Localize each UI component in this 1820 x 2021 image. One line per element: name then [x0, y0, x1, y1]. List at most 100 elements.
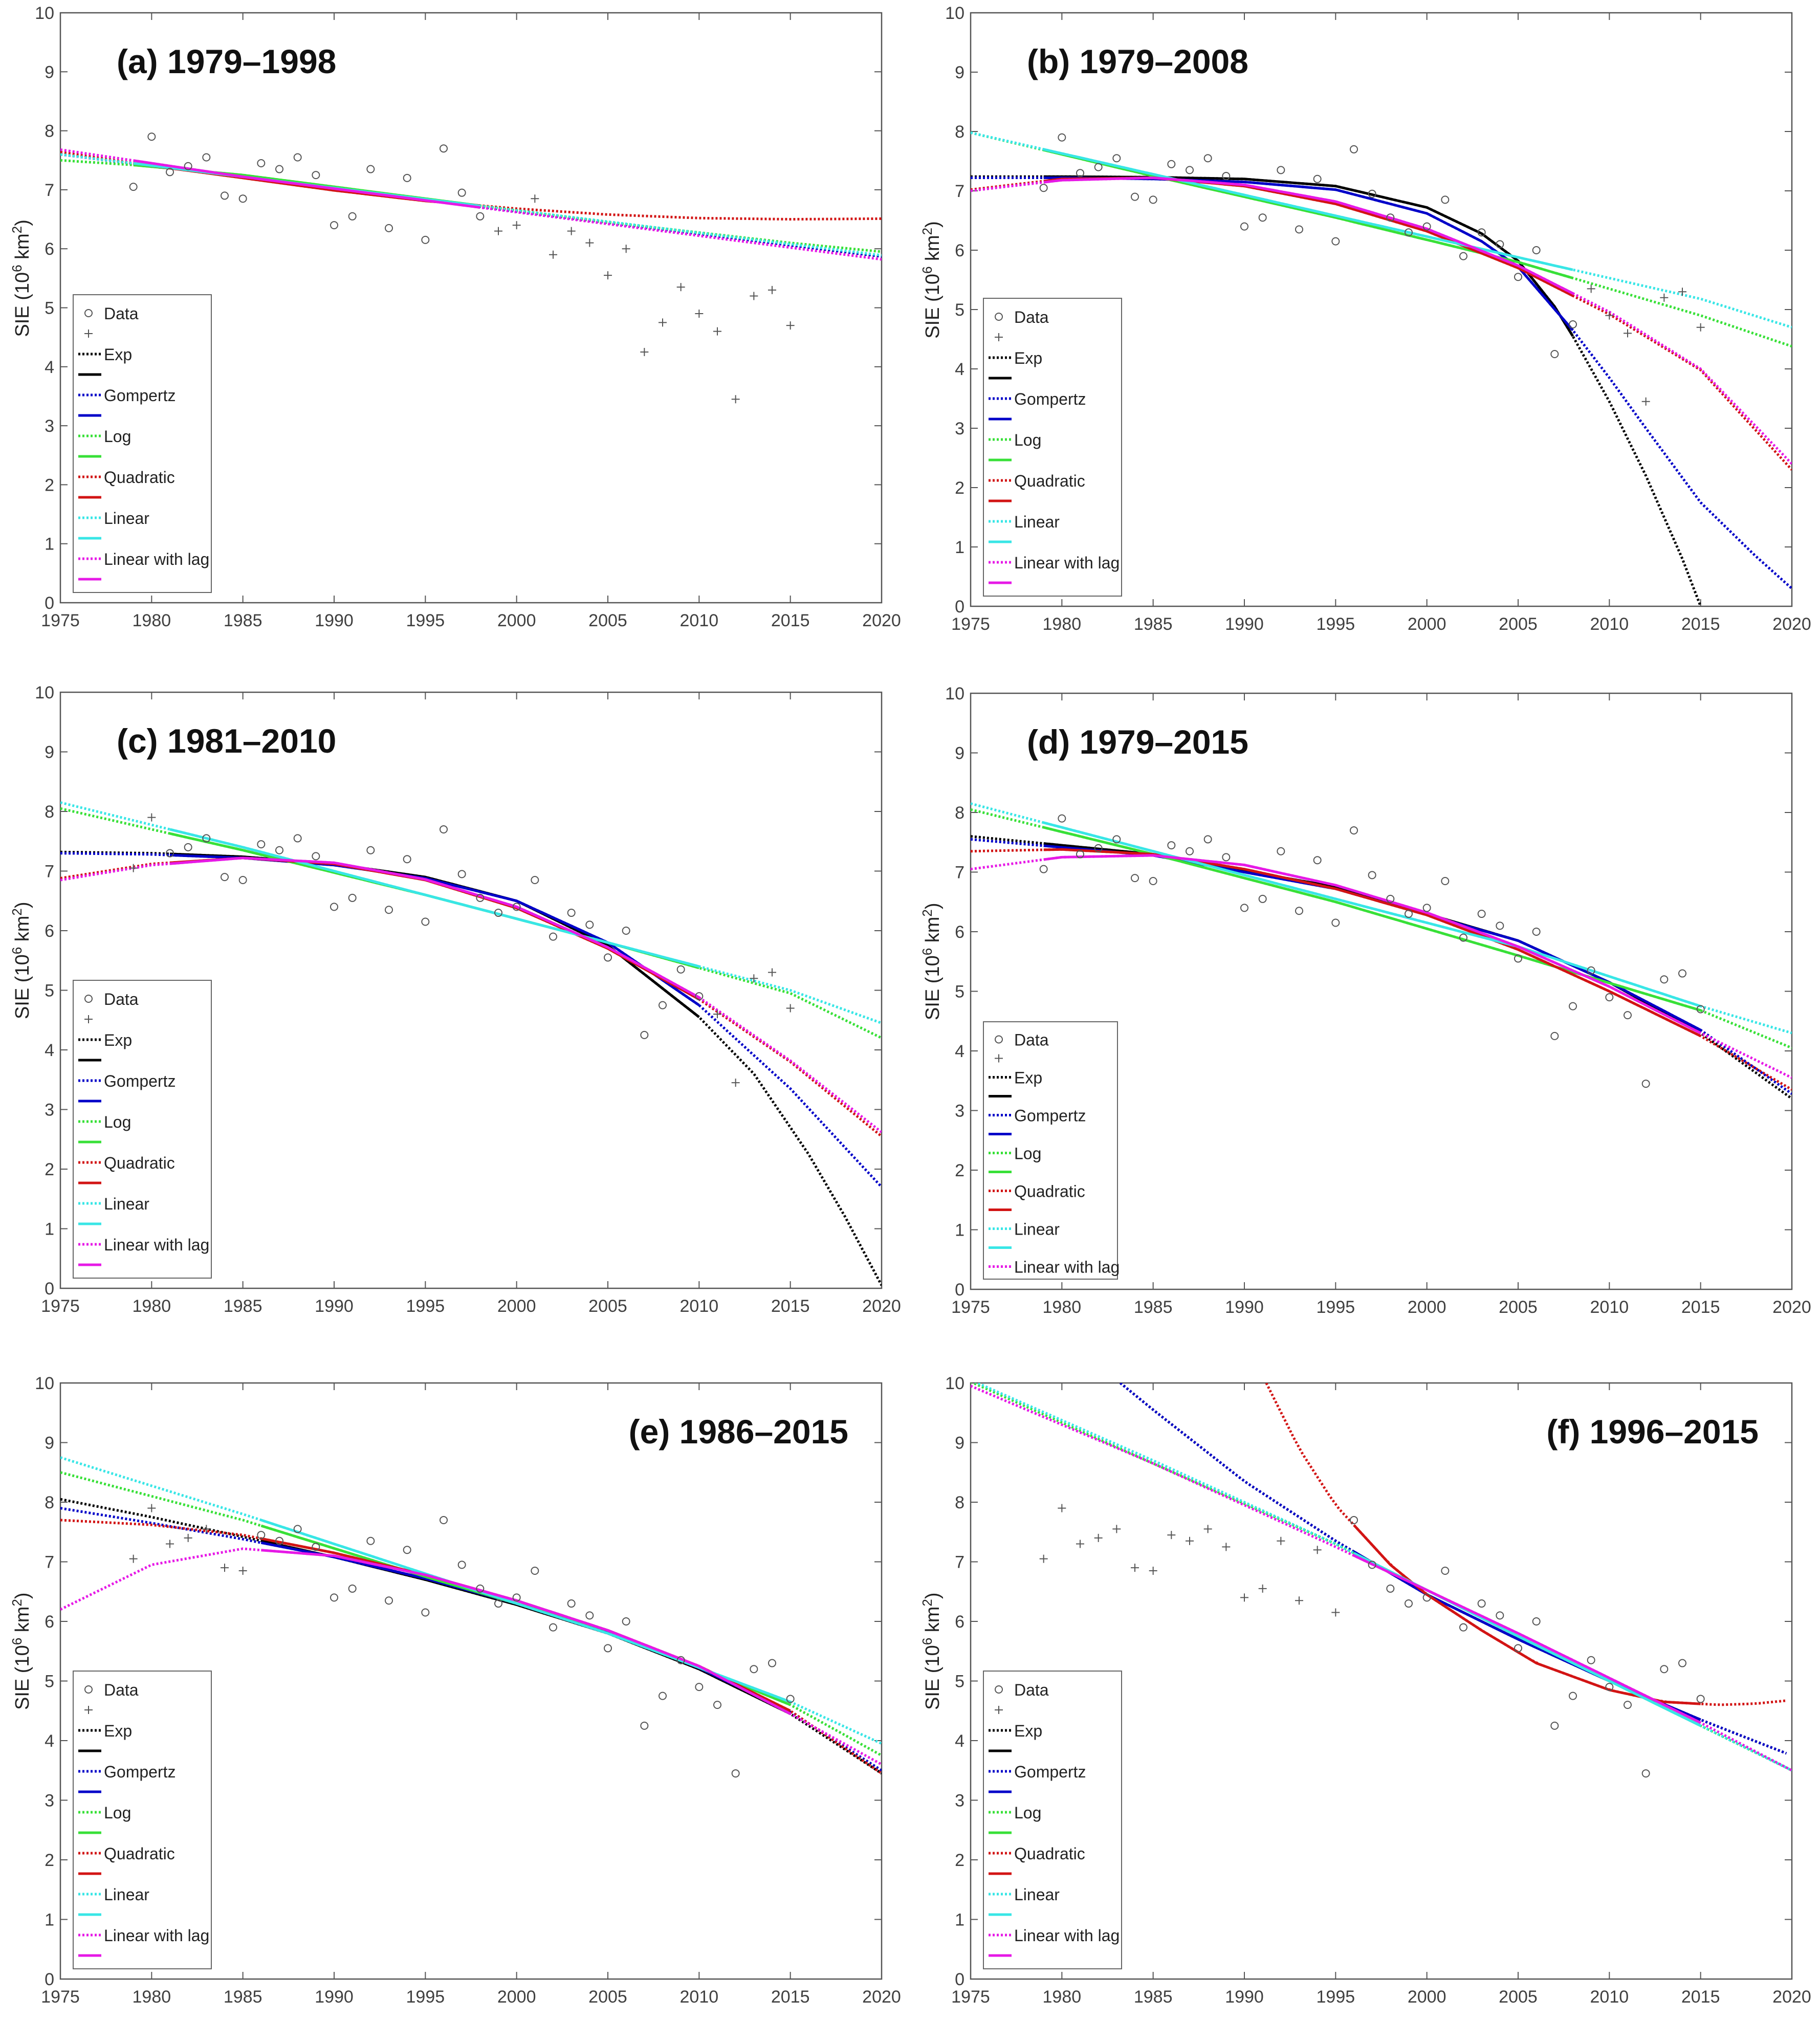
- data-point: [1678, 969, 1686, 978]
- legend-symbol-excluded: [995, 333, 1003, 341]
- data-point-excluded: [622, 245, 630, 253]
- data-point: [640, 1030, 649, 1039]
- data-point: [476, 212, 485, 221]
- y-tick-label: 1: [955, 538, 964, 557]
- legend-symbol-data: [995, 313, 1003, 321]
- y-tick-label: 10: [945, 1374, 964, 1393]
- y-tick-label: 0: [955, 1970, 964, 1989]
- data-point: [567, 909, 576, 917]
- y-tick-label: 4: [955, 1042, 964, 1061]
- data-point: [1203, 835, 1212, 844]
- x-tick-label: 2020: [862, 611, 901, 630]
- x-tick-label: 2005: [588, 1987, 627, 2007]
- data-point: [385, 906, 393, 914]
- y-axis-title: SIE (106 km2): [9, 219, 33, 337]
- data-point: [1313, 856, 1322, 865]
- data-point: [695, 992, 704, 1001]
- x-tick-label: 1995: [1317, 1298, 1355, 1317]
- panel-title: (a) 1979–1998: [117, 42, 336, 80]
- fit-linlag: [261, 1549, 791, 1715]
- data-point-excluded: [1112, 1525, 1121, 1533]
- data-point: [1186, 847, 1194, 855]
- y-tick-label: 0: [955, 597, 964, 617]
- data-point-excluded: [512, 221, 521, 230]
- data-point-excluded: [1641, 397, 1650, 406]
- data-point: [476, 1584, 485, 1593]
- data-point: [1514, 954, 1522, 963]
- x-tick-label: 1990: [315, 1987, 354, 2007]
- panel-title: (e) 1986–2015: [629, 1413, 848, 1451]
- data-point-excluded: [1058, 1504, 1066, 1512]
- data-point: [549, 932, 557, 941]
- y-axis-title-part: 6: [919, 1638, 935, 1645]
- y-axis-title: SIE (106 km2): [9, 1592, 33, 1710]
- data-point: [676, 1656, 685, 1664]
- data-point-excluded: [531, 194, 539, 203]
- data-point: [457, 188, 466, 197]
- data-point: [476, 893, 485, 902]
- data-point: [1331, 918, 1340, 927]
- y-tick-label: 0: [955, 1280, 964, 1300]
- data-point-excluded: [1313, 1546, 1322, 1554]
- x-tick-label: 2010: [680, 1297, 719, 1316]
- y-axis-title-part: ): [12, 1592, 33, 1599]
- x-tick-label: 2005: [1499, 1298, 1538, 1317]
- data-point: [512, 1593, 521, 1602]
- y-axis-title-part: 2: [9, 226, 25, 233]
- y-tick-label: 7: [45, 862, 54, 882]
- y-axis-title-part: 2: [9, 1599, 25, 1606]
- x-tick-label: 1975: [41, 1297, 80, 1316]
- data-point-excluded: [147, 813, 156, 822]
- data-point: [750, 1665, 758, 1674]
- legend-label: Linear: [104, 509, 149, 528]
- data-point: [147, 133, 156, 141]
- legend-label: Linear with lag: [1014, 554, 1120, 572]
- x-tick-label: 1985: [1134, 1298, 1173, 1317]
- x-tick-label: 1975: [951, 1298, 990, 1317]
- data-point: [585, 1611, 594, 1620]
- y-axis-title-part: 2: [919, 228, 935, 235]
- x-tick-label: 1980: [1043, 614, 1082, 634]
- y-tick-label: 3: [955, 419, 964, 438]
- x-tick-label: 1990: [315, 1297, 354, 1316]
- y-tick-label: 4: [955, 360, 964, 379]
- data-point: [403, 1546, 411, 1554]
- data-point: [202, 834, 211, 843]
- data-point: [1550, 350, 1559, 358]
- y-tick-label: 7: [955, 863, 964, 883]
- data-point: [494, 1599, 502, 1608]
- panel-title: (f) 1996–2015: [1546, 1413, 1759, 1451]
- data-point: [366, 846, 375, 854]
- x-tick-label: 1975: [41, 1987, 80, 2007]
- y-tick-label: 10: [35, 683, 54, 702]
- data-point-excluded: [1331, 1608, 1340, 1617]
- data-point: [1368, 189, 1376, 198]
- legend-box: [983, 1671, 1122, 1969]
- legend-symbol-excluded: [84, 1015, 93, 1023]
- data-point: [1222, 853, 1231, 862]
- y-tick-label: 4: [45, 1041, 54, 1060]
- x-tick-label: 2020: [1772, 614, 1811, 634]
- data-point: [1386, 213, 1395, 222]
- y-axis-title-part: 6: [919, 948, 935, 955]
- data-point: [366, 1536, 375, 1545]
- x-tick-label: 2015: [1681, 1298, 1720, 1317]
- x-tick-label: 2010: [680, 1987, 719, 2007]
- data-point-excluded: [129, 1554, 138, 1563]
- data-point-excluded: [1186, 1536, 1194, 1545]
- legend-label: Exp: [1014, 1069, 1042, 1087]
- x-tick-label: 1975: [951, 614, 990, 634]
- y-axis-title: SIE (106 km2): [919, 221, 944, 339]
- data-point: [1350, 826, 1358, 834]
- data-point: [622, 927, 630, 935]
- data-point: [1696, 1005, 1705, 1014]
- data-point: [166, 168, 174, 177]
- y-axis-title-part: SIE (10: [12, 1645, 33, 1710]
- data-point: [1039, 184, 1048, 192]
- data-point: [1477, 1599, 1486, 1608]
- panel-a: 1975 1980 1985 1990 1995 2000 2005 2010 2015 2020…: [9, 4, 901, 630]
- y-axis-title-part: ): [922, 1592, 944, 1599]
- data-point: [768, 1659, 776, 1667]
- data-point-excluded: [1605, 311, 1614, 320]
- y-tick-label: 10: [35, 4, 54, 23]
